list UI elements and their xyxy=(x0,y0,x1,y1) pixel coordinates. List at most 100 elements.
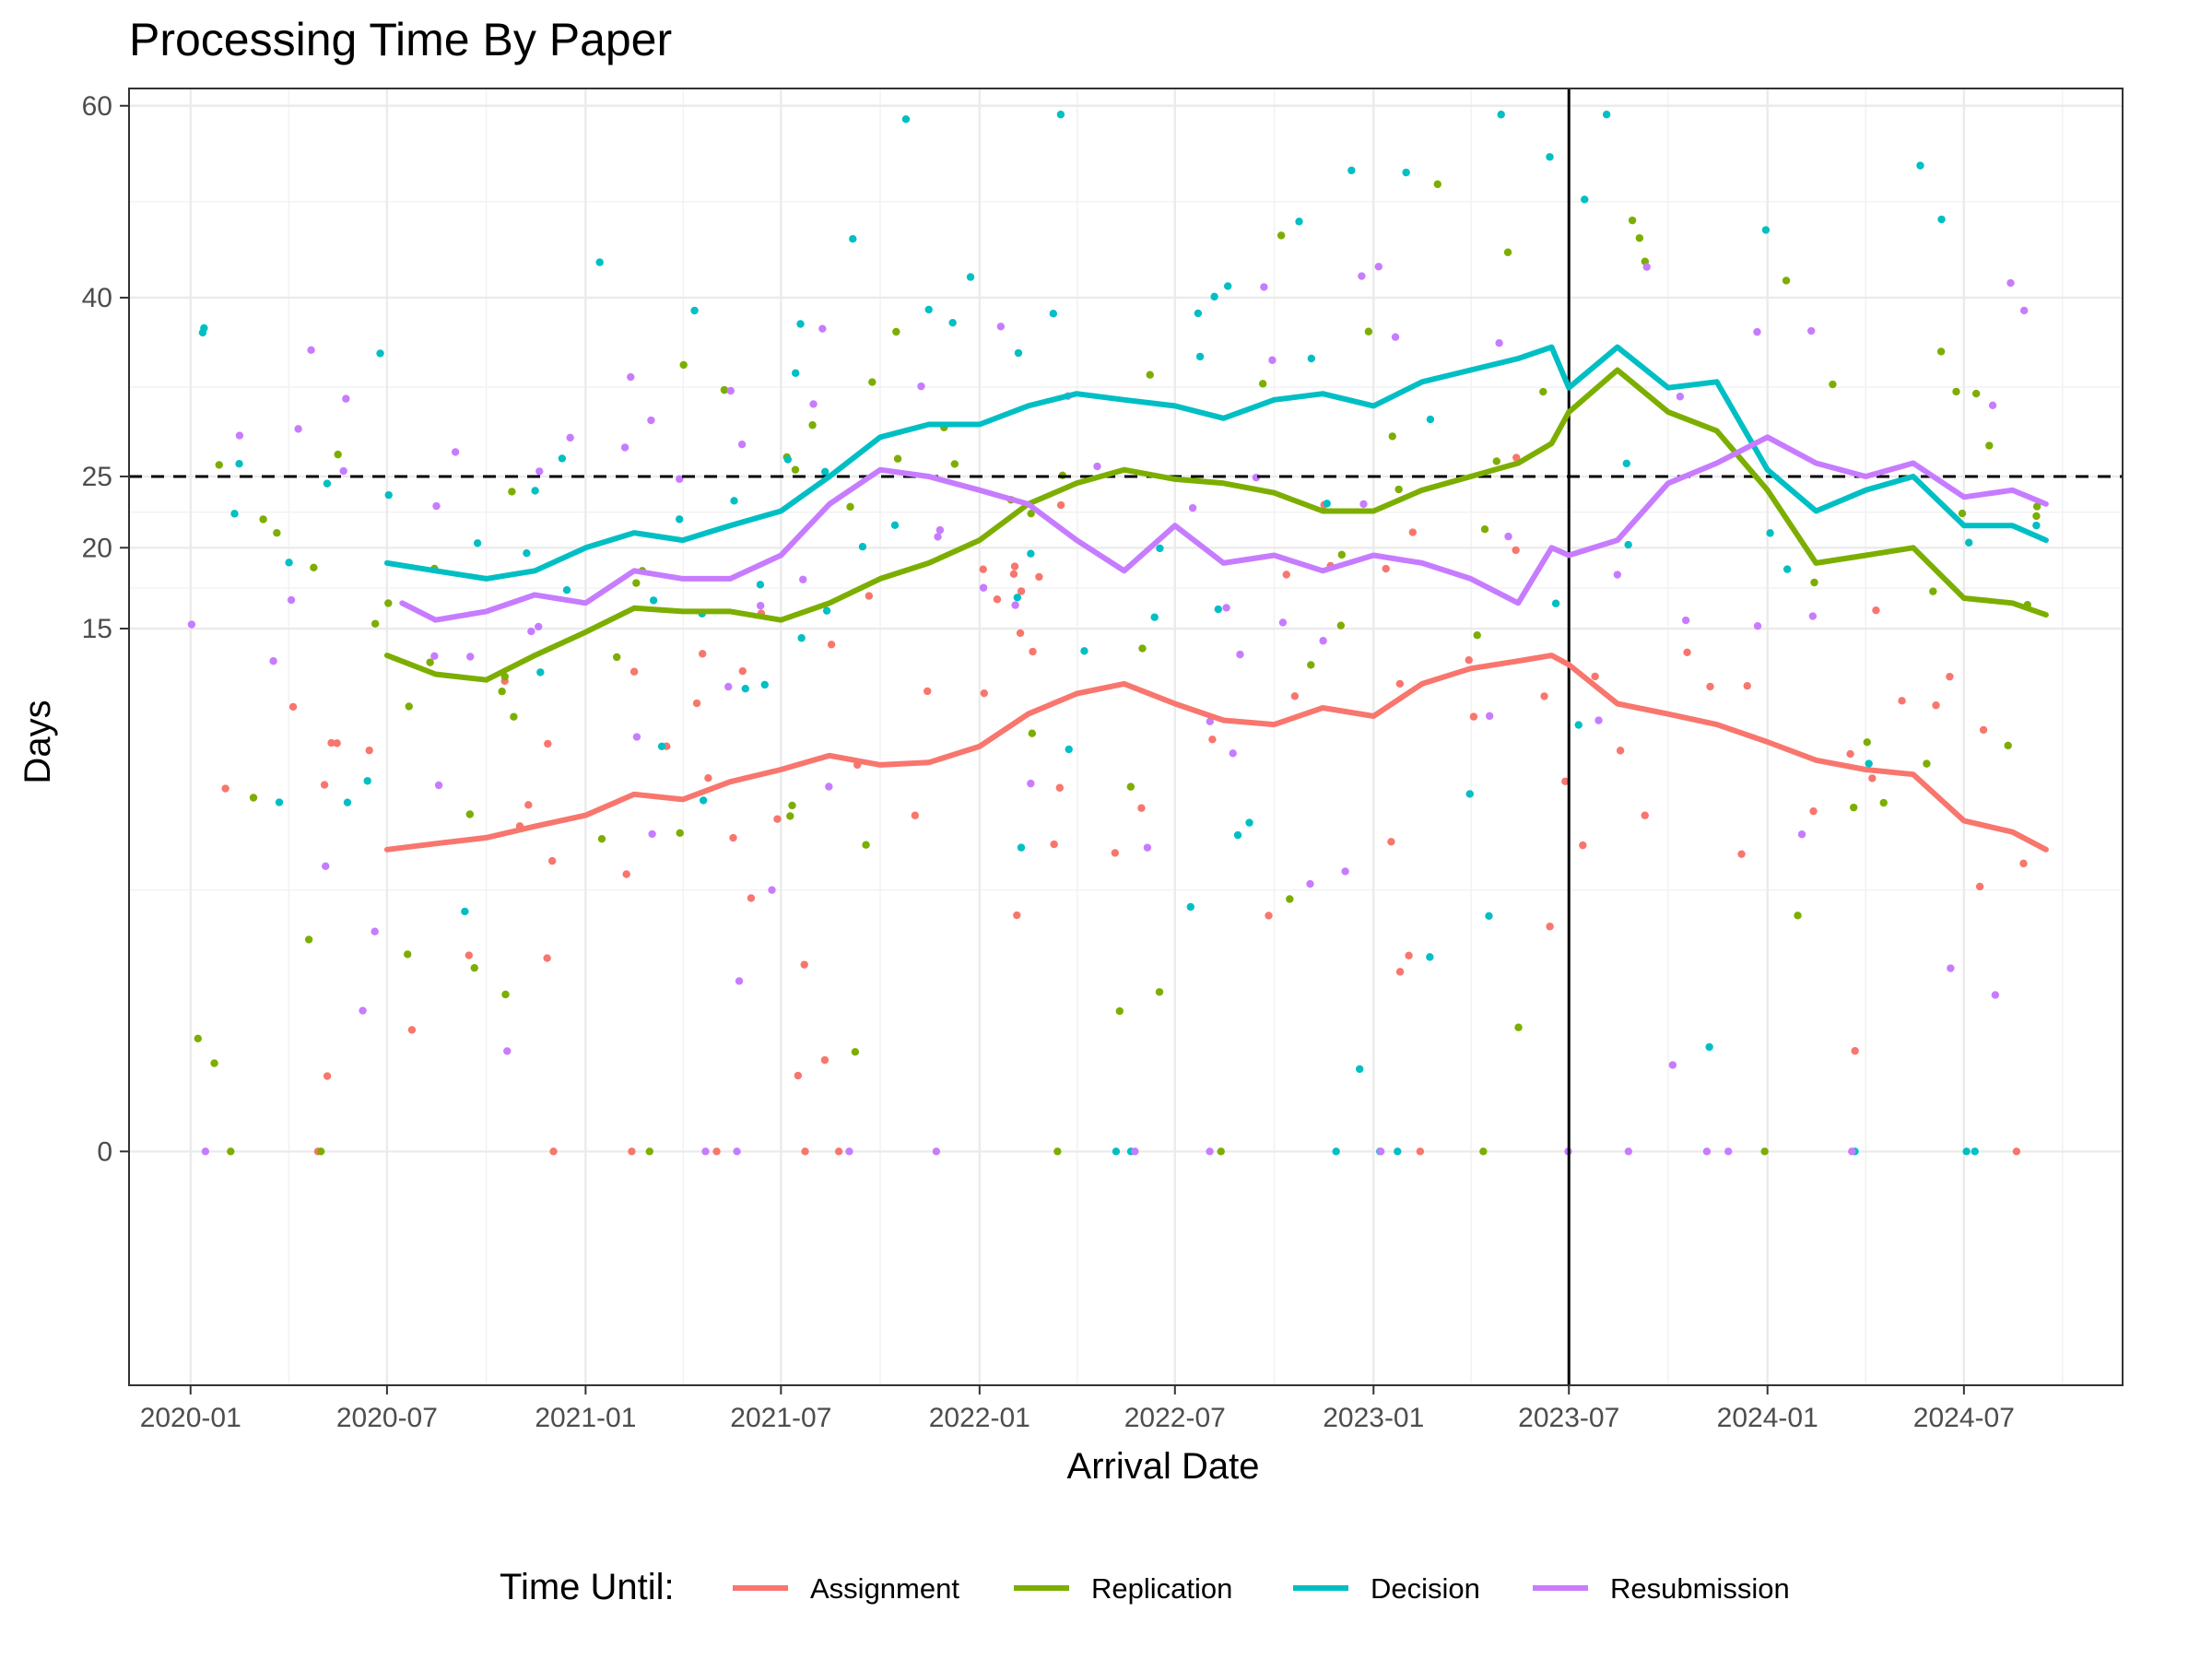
scatter-point xyxy=(1512,546,1520,555)
scatter-point xyxy=(809,400,818,408)
scatter-point xyxy=(376,349,384,358)
scatter-point xyxy=(1347,166,1356,175)
scatter-point xyxy=(932,1147,941,1156)
scatter-point xyxy=(1724,1147,1733,1156)
scatter-point xyxy=(1923,759,1931,768)
scatter-point xyxy=(1258,380,1267,388)
scatter-point xyxy=(729,833,737,842)
scatter-point xyxy=(892,327,900,336)
scatter-point xyxy=(699,650,707,658)
scatter-point xyxy=(1307,354,1316,363)
scatter-point xyxy=(1622,459,1631,468)
scatter-point xyxy=(1958,509,1967,518)
scatter-point xyxy=(704,774,712,782)
scatter-point xyxy=(1394,1147,1402,1156)
scatter-point xyxy=(1112,1147,1121,1156)
scatter-point xyxy=(924,305,933,314)
scatter-point xyxy=(235,459,243,468)
x-axis-label: Arrival Date xyxy=(1067,1446,1260,1487)
scatter-point xyxy=(1579,841,1587,850)
scatter-point xyxy=(649,596,658,605)
scatter-point xyxy=(1388,432,1396,441)
scatter-point xyxy=(285,559,293,567)
scatter-point xyxy=(384,599,393,607)
scatter-point xyxy=(738,666,747,676)
scatter-point xyxy=(1760,1147,1769,1156)
scatter-point xyxy=(911,811,920,819)
scatter-point xyxy=(434,781,443,790)
scatter-point xyxy=(676,829,684,837)
scatter-point xyxy=(1929,587,1937,595)
scatter-point xyxy=(1465,790,1474,798)
x-tick-label: 2021-07 xyxy=(730,1403,831,1433)
scatter-point xyxy=(1512,453,1521,462)
y-tick-label: 20 xyxy=(82,533,112,563)
scatter-point xyxy=(675,515,684,524)
scatter-point xyxy=(384,490,393,500)
scatter-point xyxy=(627,372,635,382)
series-line-replication xyxy=(383,367,2049,683)
scatter-point xyxy=(846,502,854,512)
scatter-point xyxy=(230,510,239,518)
scatter-point xyxy=(1668,1061,1677,1069)
scatter-point xyxy=(827,641,836,649)
scatter-point xyxy=(1306,879,1314,888)
scatter-point xyxy=(2032,512,2041,521)
scatter-point xyxy=(466,653,475,661)
scatter-point xyxy=(1706,682,1714,691)
scatter-point xyxy=(1898,697,1906,705)
scatter-point xyxy=(820,1055,830,1065)
scatter-point xyxy=(235,431,244,440)
scatter-point xyxy=(1683,648,1691,657)
scatter-point xyxy=(201,1147,210,1156)
scatter-point xyxy=(1624,540,1632,549)
scatter-point xyxy=(2032,521,2041,530)
scatter-point xyxy=(726,386,735,395)
scatter-point xyxy=(1210,292,1218,301)
scatter-point xyxy=(465,951,474,959)
scatter-point xyxy=(501,990,510,999)
scatter-point xyxy=(1056,111,1065,119)
scatter-point xyxy=(566,433,574,442)
scatter-point xyxy=(1010,562,1019,571)
scatter-point xyxy=(1594,716,1603,724)
scatter-point xyxy=(1971,1147,1979,1156)
scatter-point xyxy=(741,684,749,693)
scatter-point xyxy=(333,739,341,747)
scatter-point xyxy=(1194,309,1203,318)
scatter-point xyxy=(1319,637,1327,645)
scatter-point xyxy=(470,963,478,972)
scatter-point xyxy=(547,856,557,865)
scatter-point xyxy=(1988,401,1997,410)
scatter-point xyxy=(359,1006,367,1015)
scatter-point xyxy=(1783,565,1792,573)
legend-label-decision: Decision xyxy=(1371,1572,1480,1605)
scatter-point xyxy=(849,234,857,243)
scatter-point xyxy=(865,592,874,600)
scatter-point xyxy=(523,548,531,558)
scatter-point xyxy=(1013,594,1021,602)
scatter-point xyxy=(2019,859,2028,868)
scatter-point xyxy=(622,870,630,878)
scatter-point xyxy=(1965,538,1973,547)
scatter-point xyxy=(979,583,988,592)
scatter-point xyxy=(1433,180,1441,189)
scatter-point xyxy=(1332,1147,1340,1156)
scatter-point xyxy=(657,742,666,750)
scatter-point xyxy=(1916,161,1924,170)
scatter-point xyxy=(628,1147,636,1156)
scatter-point xyxy=(756,581,765,589)
scatter-point xyxy=(1155,988,1164,996)
scatter-point xyxy=(1485,712,1494,721)
scatter-point xyxy=(1156,544,1164,553)
scatter-point xyxy=(2020,306,2029,315)
scatter-point xyxy=(1991,991,2000,999)
scatter-point xyxy=(510,712,518,721)
scatter-point xyxy=(187,620,196,629)
scatter-point xyxy=(1971,389,1981,398)
scatter-point xyxy=(648,830,656,839)
scatter-point xyxy=(323,1072,332,1080)
scatter-point xyxy=(473,539,482,547)
scatter-point xyxy=(1268,356,1277,364)
scatter-point xyxy=(948,318,957,327)
